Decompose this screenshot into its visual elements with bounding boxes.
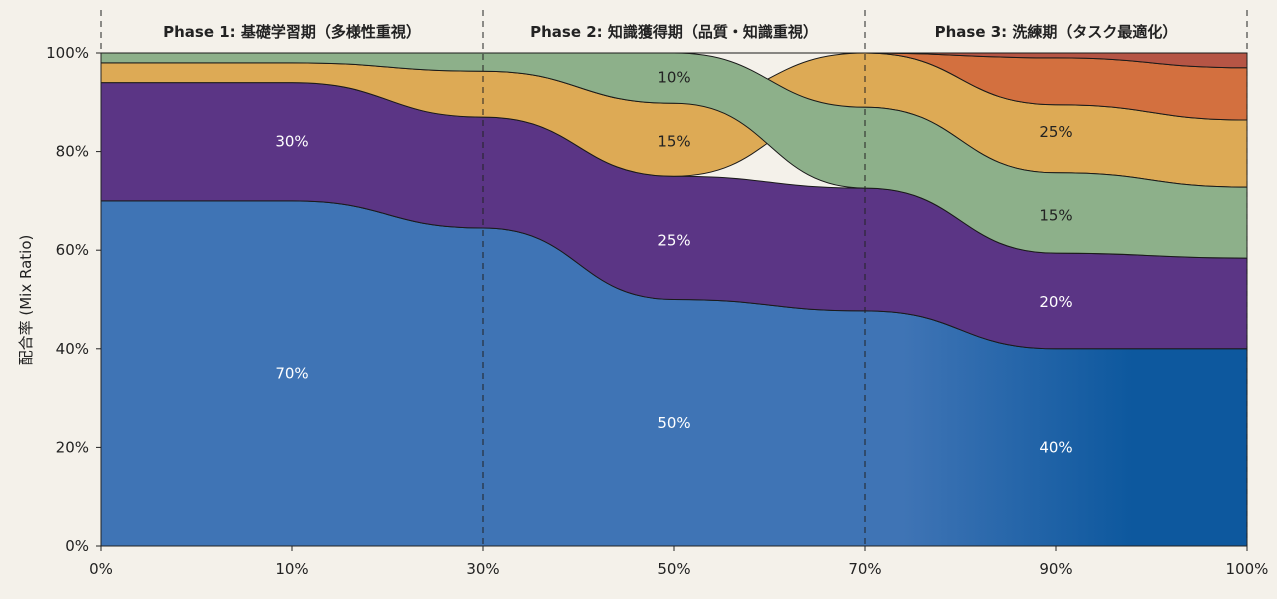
band-value-label: 15%	[1039, 207, 1072, 225]
band-value-label: 40%	[1039, 438, 1072, 456]
x-tick-label: 0%	[89, 560, 113, 578]
phase-header-3: Phase 3: 洗練期（タスク最適化）	[935, 23, 1178, 41]
band-value-label: 50%	[657, 414, 690, 432]
x-tick-label: 90%	[1039, 560, 1072, 578]
band-value-label: 10%	[657, 69, 690, 87]
area-labels: 70% 30% 50% 25% 15% 10% 40% 20% 15% 25%	[275, 69, 1072, 457]
x-tick-label: 10%	[275, 560, 308, 578]
y-tick-label: 20%	[56, 438, 89, 456]
phase-header-2: Phase 2: 知識獲得期（品質・知識重視）	[530, 23, 818, 41]
y-axis-label: 配合率 (Mix Ratio)	[17, 235, 35, 366]
band-value-label: 25%	[1039, 123, 1072, 141]
phase-headers: Phase 1: 基礎学習期（多様性重視） Phase 2: 知識獲得期（品質・知…	[163, 23, 1177, 41]
band-value-label: 25%	[657, 231, 690, 249]
x-tick-label: 70%	[848, 560, 881, 578]
axes: 0% 10% 30% 50% 70% 90% 100% 0% 20% 40% 60% 80% 100%	[46, 10, 1268, 578]
x-tick-label: 100%	[1226, 560, 1269, 578]
band-value-label: 30%	[275, 133, 308, 151]
band-value-label: 20%	[1039, 293, 1072, 311]
y-tick-label: 100%	[46, 44, 89, 62]
x-tick-label: 50%	[657, 560, 690, 578]
y-tick-label: 60%	[56, 241, 89, 259]
x-tick-label: 30%	[466, 560, 499, 578]
band-value-label: 70%	[275, 364, 308, 382]
area-bands	[100, 52, 1248, 547]
phase-header-1: Phase 1: 基礎学習期（多様性重視）	[163, 23, 421, 41]
y-tick-label: 40%	[56, 340, 89, 358]
y-tick-label: 80%	[56, 143, 89, 161]
band-value-label: 15%	[657, 133, 690, 151]
y-tick-label: 0%	[65, 537, 89, 555]
